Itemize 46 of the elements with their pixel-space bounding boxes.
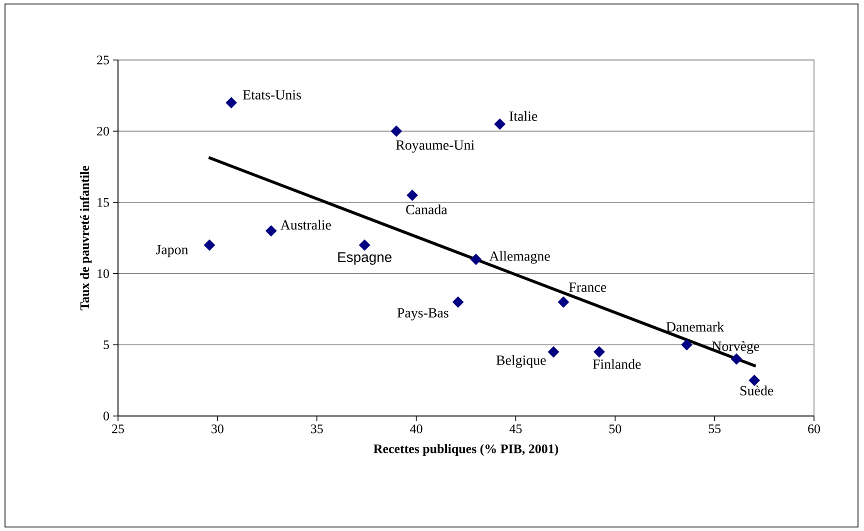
- x-tick-label: 45: [509, 424, 522, 434]
- point: [390, 125, 402, 137]
- point: [548, 346, 560, 358]
- annotation: Espagne: [338, 252, 392, 265]
- x-tick-label: 60: [808, 424, 820, 434]
- annotation: Pays-Bas: [397, 308, 448, 320]
- x-tick-label: 35: [311, 424, 323, 434]
- y-tick-label: 0: [104, 412, 109, 420]
- y-tick-label: 20: [97, 126, 109, 136]
- x-tick-label: 50: [609, 424, 622, 434]
- point: [204, 239, 216, 251]
- point: [406, 190, 418, 201]
- annotation: Italie: [510, 111, 538, 121]
- point: [358, 239, 370, 251]
- y-axis-title: Taux de pauvreté infantile: [80, 166, 92, 310]
- x-axis-title: Recettes publiques (% PIB, 2001): [374, 444, 558, 456]
- annotation: Australie: [280, 220, 331, 230]
- annotation: Finlande: [592, 359, 641, 369]
- point: [470, 254, 482, 266]
- y-tick-label: 15: [98, 198, 109, 207]
- point: [494, 118, 506, 130]
- point: [452, 296, 464, 308]
- point: [226, 97, 238, 108]
- x-tick-label: 55: [708, 424, 721, 434]
- annotation: Japon: [156, 245, 188, 258]
- point: [681, 339, 692, 350]
- annotation: Danemark: [666, 322, 724, 332]
- y-tick-label: 10: [98, 269, 109, 278]
- x-tick-label: 40: [410, 424, 422, 434]
- y-tick-label: 5: [104, 340, 109, 350]
- annotation: Canada: [406, 204, 448, 214]
- annotation: Royaume-Uni: [396, 140, 474, 153]
- point: [558, 296, 570, 308]
- point: [748, 374, 760, 386]
- annotation: France: [569, 282, 606, 292]
- annotation: Belgique: [496, 355, 546, 368]
- annotation: Etats-Unis: [242, 90, 301, 100]
- annotation: Allemagne: [489, 250, 550, 264]
- point: [265, 225, 277, 237]
- y-tick-label: 25: [97, 56, 109, 64]
- point: [594, 346, 605, 358]
- annotation: Norvège: [712, 341, 760, 354]
- annotation: Suède: [740, 386, 774, 396]
- x-tick-label: 30: [212, 424, 224, 434]
- x-tick-label: 25: [112, 424, 124, 434]
- point: [730, 353, 742, 365]
